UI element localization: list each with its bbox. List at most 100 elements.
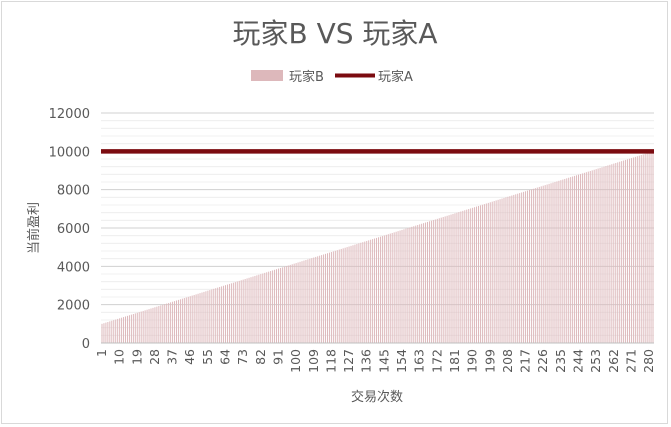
x-tick-label: 28 <box>147 349 162 365</box>
bar-player-b <box>430 220 432 343</box>
bar-player-b <box>519 193 521 343</box>
bar-player-b <box>374 238 376 343</box>
bar-player-b <box>376 237 378 343</box>
legend-swatch-player-b <box>251 70 283 81</box>
bar-player-b <box>207 290 209 343</box>
y-tick-label: 10000 <box>49 145 90 160</box>
bar-player-b <box>440 217 442 343</box>
bar-player-b <box>495 200 497 343</box>
bar-player-b <box>527 190 529 343</box>
bar-player-b <box>652 151 654 343</box>
bar-player-b <box>450 214 452 343</box>
bar-player-b <box>646 153 648 343</box>
legend-label-player-a: 玩家A <box>378 69 413 85</box>
bar-player-b <box>260 274 262 343</box>
bar-player-b <box>479 205 481 343</box>
bar-player-b <box>444 216 446 343</box>
bar-player-b <box>334 250 336 343</box>
bar-player-b <box>530 189 532 343</box>
bar-player-b <box>381 236 383 343</box>
bar-player-b <box>111 320 113 343</box>
bar-player-b <box>183 298 185 343</box>
bar-player-b <box>593 169 595 343</box>
bar-player-b <box>544 185 546 343</box>
bar-player-b <box>117 318 119 343</box>
bar-player-b <box>481 204 483 343</box>
bar-player-b <box>501 198 503 343</box>
bar-player-b <box>262 273 264 343</box>
bar-player-b <box>399 230 401 343</box>
bar-player-b <box>403 229 405 343</box>
bar-player-b <box>240 280 242 343</box>
bar-player-b <box>470 208 472 343</box>
bar-player-b <box>352 245 354 343</box>
bar-player-b <box>336 250 338 343</box>
bar-player-b <box>578 174 579 343</box>
bar-player-b <box>372 239 374 343</box>
bar-player-b <box>432 220 434 343</box>
bar-player-b <box>517 193 519 343</box>
bar-player-b <box>317 256 319 343</box>
bar-player-b <box>599 167 601 343</box>
bar-player-b <box>370 239 372 343</box>
bar-player-b <box>283 266 285 343</box>
x-tick-label: 253 <box>588 349 603 373</box>
bar-player-b <box>126 315 128 343</box>
x-tick-label: 91 <box>270 349 285 365</box>
bar-player-b <box>309 258 311 343</box>
bar-player-b <box>299 261 301 343</box>
bar-player-b <box>415 225 417 343</box>
bar-player-b <box>650 151 652 343</box>
bar-player-b <box>638 155 640 343</box>
bar-player-b <box>572 176 574 343</box>
bar-player-b <box>423 223 425 343</box>
bar-player-b <box>134 313 136 343</box>
bar-player-b <box>597 168 599 343</box>
x-tick-label: 181 <box>447 349 462 373</box>
bar-player-b <box>125 316 127 343</box>
bar-player-b <box>617 162 619 343</box>
bar-player-b <box>358 243 360 343</box>
bar-player-b <box>511 195 513 343</box>
bar-player-b <box>321 255 323 343</box>
bar-player-b <box>266 272 268 343</box>
bar-player-b <box>223 285 225 343</box>
x-axis-tick-labels: 1 10 19 28 37 46 55 64 73 82 91 100 109 118 127 136 145 1… <box>94 349 656 373</box>
bar-player-b <box>387 234 389 343</box>
bar-player-b <box>570 177 572 343</box>
bar-player-b <box>628 158 630 343</box>
bar-player-b <box>489 202 491 343</box>
bar-player-b <box>595 169 597 343</box>
bar-player-b <box>107 321 109 343</box>
bar-player-b <box>277 268 279 343</box>
bar-player-b <box>368 240 370 343</box>
bar-player-b <box>362 242 364 343</box>
bar-player-b <box>140 311 142 343</box>
bar-player-b <box>509 196 511 343</box>
x-axis-label: 交易次数 <box>351 389 403 405</box>
bar-player-b <box>487 202 489 343</box>
bar-player-b <box>199 293 201 343</box>
bar-player-b <box>483 204 485 343</box>
bar-player-b <box>466 209 468 343</box>
bar-player-b <box>377 237 379 343</box>
bar-player-b <box>248 277 250 343</box>
bar-player-b <box>297 262 299 343</box>
y-tick-label: 12000 <box>49 107 90 122</box>
bar-player-b <box>254 275 256 343</box>
bar-player-b <box>623 160 625 343</box>
bar-player-b <box>121 317 123 343</box>
bar-player-b <box>552 182 554 343</box>
bar-player-b <box>472 207 474 343</box>
bar-player-b <box>581 173 583 343</box>
bar-player-b <box>603 166 605 343</box>
bar-player-b <box>611 164 613 343</box>
bar-player-b <box>458 212 460 343</box>
bar-player-b <box>507 196 509 343</box>
bar-player-b <box>538 186 540 343</box>
bar-player-b <box>648 152 650 343</box>
bar-player-b <box>158 306 160 343</box>
bar-player-b <box>550 183 552 343</box>
bar-player-b <box>209 290 211 343</box>
bar-player-b <box>146 309 148 343</box>
